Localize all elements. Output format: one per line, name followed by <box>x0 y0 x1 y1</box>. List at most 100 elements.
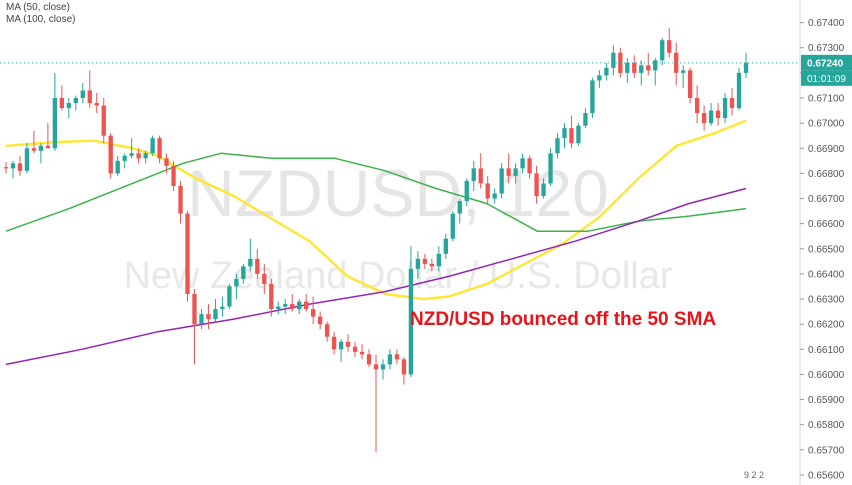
candle-body <box>687 70 693 99</box>
candle-body <box>24 148 30 171</box>
candle-body <box>87 90 92 104</box>
candle-body <box>129 153 134 156</box>
candle <box>157 135 162 164</box>
candle-body <box>527 158 532 174</box>
candle-body <box>583 113 588 126</box>
candle <box>269 278 274 317</box>
candle <box>17 155 23 176</box>
candle <box>527 155 532 179</box>
candle <box>234 273 239 300</box>
candle <box>338 339 344 362</box>
candle <box>583 108 588 129</box>
candle-body <box>541 183 546 197</box>
candle-body <box>464 180 469 202</box>
legend-ma100[interactable]: MA (100, close) <box>6 14 76 25</box>
candle-body <box>297 301 302 310</box>
candle <box>115 155 120 176</box>
candle-body <box>359 351 365 355</box>
candle <box>436 246 441 272</box>
candle <box>220 296 225 317</box>
candle-body <box>366 354 372 365</box>
candle-body <box>304 301 309 310</box>
last-price-line: 0.67240 01:01:09 <box>0 54 852 86</box>
y-tick-label: 0.65800 <box>808 420 845 431</box>
candle <box>199 309 204 330</box>
candle <box>24 143 30 174</box>
candle-body <box>681 70 686 73</box>
candle <box>499 163 504 199</box>
candle <box>694 85 700 124</box>
candle <box>331 331 337 355</box>
candle-body <box>569 128 574 144</box>
candle-body <box>101 105 106 136</box>
candle <box>129 138 134 159</box>
candle <box>206 304 211 330</box>
candle-body <box>73 98 78 104</box>
candle <box>171 160 176 191</box>
candle-body <box>255 258 260 274</box>
candle <box>366 349 372 367</box>
candle-body <box>380 364 386 370</box>
candle-body <box>436 253 441 267</box>
candle <box>736 67 742 111</box>
candle-body <box>3 167 9 169</box>
candle <box>150 135 155 156</box>
candle <box>646 52 651 76</box>
candle <box>492 188 497 204</box>
candle <box>639 60 644 86</box>
candle <box>164 153 169 174</box>
candle-body <box>694 98 700 114</box>
candle-body <box>290 304 295 310</box>
candle-body <box>115 160 120 174</box>
candle <box>625 57 630 83</box>
candle <box>185 211 190 302</box>
candle-body <box>450 213 455 239</box>
candle <box>722 92 728 124</box>
y-tick-label: 0.66800 <box>808 169 845 180</box>
ma-line-0 <box>5 119 747 301</box>
candle <box>31 130 37 154</box>
candle-body <box>331 336 337 350</box>
y-tick-label: 0.66400 <box>808 269 845 280</box>
candle <box>555 133 560 159</box>
candle-body <box>660 40 665 61</box>
candle-body <box>150 138 155 154</box>
candle <box>87 70 92 109</box>
candle <box>408 246 414 377</box>
candle-body <box>248 258 253 267</box>
candle <box>262 263 267 295</box>
candle-body <box>269 283 274 310</box>
candle <box>276 301 281 315</box>
candle-body <box>743 62 749 73</box>
y-tick-label: 0.67100 <box>808 94 845 105</box>
candle <box>729 87 735 116</box>
ma-line-2 <box>5 187 747 366</box>
candle <box>541 178 546 199</box>
candle <box>122 153 127 169</box>
y-tick-label: 0.67000 <box>808 119 845 130</box>
candle <box>401 356 407 385</box>
y-tick-label: 0.65900 <box>808 395 845 406</box>
candle <box>506 153 511 184</box>
candle <box>345 334 351 352</box>
candle <box>653 57 658 86</box>
candle <box>597 70 602 88</box>
candle <box>359 344 365 360</box>
y-tick-label: 0.67300 <box>808 43 845 54</box>
candle-body <box>206 314 211 320</box>
candle-body <box>562 128 567 139</box>
countdown-label: 01:01:09 <box>807 74 846 85</box>
moving-averages <box>5 119 747 366</box>
candle-body <box>52 98 58 149</box>
candle-body <box>352 346 358 352</box>
legend-ma50[interactable]: MA (50, close) <box>6 2 70 13</box>
candle-body <box>506 168 511 176</box>
candle <box>611 45 616 76</box>
candle <box>192 288 197 365</box>
candle <box>227 283 232 310</box>
candle <box>394 349 400 365</box>
y-tick-label: 0.65700 <box>808 445 845 456</box>
candle-body <box>499 168 504 194</box>
candle <box>45 123 51 149</box>
